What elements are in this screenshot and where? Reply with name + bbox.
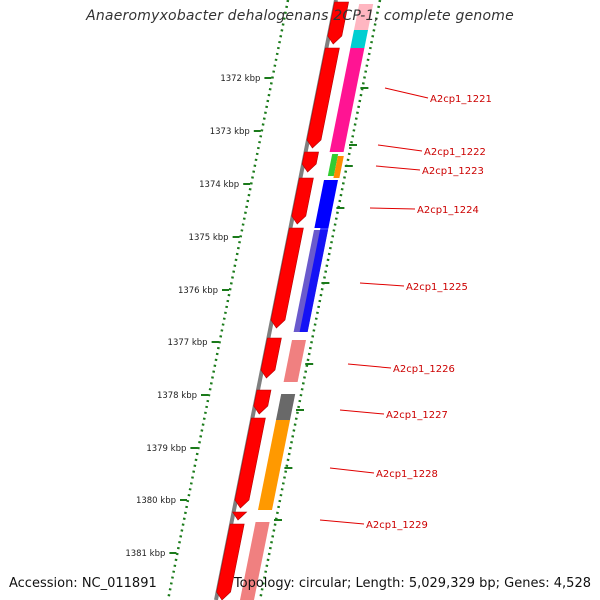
cds-arrow	[291, 177, 314, 225]
gene-label-leader	[329, 467, 375, 474]
gene-label: A2cp1_1223	[422, 166, 484, 177]
gene-label: A2cp1_1222	[424, 147, 486, 158]
gene-label: A2cp1_1226	[393, 364, 455, 375]
genome-summary-text: Topology: circular; Length: 5,029,329 bp…	[233, 576, 591, 591]
cog-block	[354, 4, 374, 30]
cog-block	[329, 140, 346, 152]
cog-block	[276, 394, 296, 420]
scale-tick-label: 1375 kbp	[189, 233, 229, 243]
cds-forward-strand	[216, 1, 349, 600]
gene-label: A2cp1_1229	[366, 520, 428, 531]
scale-tick-label: 1377 kbp	[168, 338, 208, 348]
cog-block	[314, 180, 338, 228]
gene-label: A2cp1_1224	[417, 205, 479, 216]
kbp-scale-ticks: 1372 kbp 1373 kbp 1374 kbp 1375 kbp 1376 kbp…	[125, 74, 272, 559]
gene-label-leader	[384, 87, 429, 99]
gene-label: A2cp1_1221	[430, 94, 492, 105]
cds-arrow	[232, 511, 248, 521]
gene-label: A2cp1_1225	[406, 282, 468, 293]
cds-arrow	[306, 47, 340, 149]
accession-text: Accession: NC_011891	[9, 576, 157, 591]
gene-label: A2cp1_1227	[386, 410, 448, 421]
scale-tick-label: 1379 kbp	[146, 444, 186, 454]
cds-arrow	[260, 337, 282, 379]
cds-arrow	[253, 389, 272, 415]
scale-tick-label: 1378 kbp	[157, 391, 197, 401]
scale-tick-label: 1373 kbp	[210, 127, 250, 137]
gene-label: A2cp1_1228	[376, 469, 438, 480]
cog-block	[283, 340, 306, 382]
cds-arrow	[301, 151, 319, 173]
gene-label-leader	[359, 282, 405, 287]
cog-category-track	[240, 4, 374, 600]
scale-tick-label: 1372 kbp	[220, 74, 260, 84]
gene-label-leader	[347, 363, 392, 369]
cog-block	[350, 30, 368, 48]
gene-labels: A2cp1_1221 A2cp1_1222 A2cp1_1223 A2cp1_1224…	[274, 87, 492, 531]
gene-label-leader	[339, 409, 385, 415]
cog-block	[333, 156, 344, 178]
cds-arrow	[327, 1, 349, 45]
gene-label-leader	[377, 144, 423, 152]
cog-block	[240, 522, 270, 600]
gene-label-leader	[319, 519, 365, 525]
gene-label-leader	[369, 207, 416, 210]
scale-tick-label: 1381 kbp	[125, 549, 165, 559]
cds-arrow	[234, 417, 266, 509]
map-title: Anaeromyxobacter dehalogenans 2CP-1, com…	[86, 8, 514, 24]
cog-block	[327, 154, 339, 176]
cds-arrow	[270, 227, 304, 329]
cog-block	[258, 420, 290, 510]
cog-block	[332, 48, 365, 140]
scale-tick-label: 1374 kbp	[199, 180, 239, 190]
scale-tick-label: 1376 kbp	[178, 286, 218, 296]
cog-block	[299, 228, 329, 332]
cds-arrow	[216, 523, 245, 600]
gene-label-leader	[375, 165, 421, 171]
scale-tick-label: 1380 kbp	[136, 496, 176, 506]
